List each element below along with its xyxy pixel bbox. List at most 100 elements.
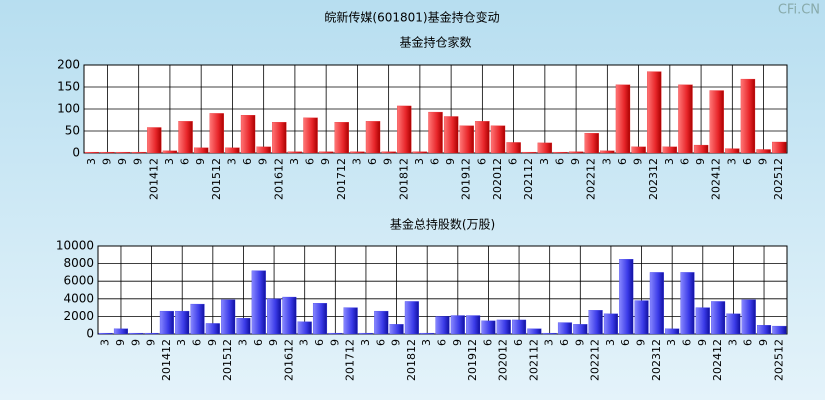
bar — [365, 121, 381, 154]
x-tick-label: 201412 — [160, 339, 173, 381]
x-tick-label: 202312 — [650, 339, 663, 381]
x-tick-label: 3 — [726, 339, 739, 346]
bar — [115, 151, 131, 154]
bar — [282, 296, 297, 335]
bar — [542, 332, 557, 335]
bar — [634, 300, 649, 335]
x-tick-label: 3 — [604, 339, 617, 346]
bar — [678, 84, 693, 154]
bar — [328, 332, 343, 335]
y-tick-label: 0 — [72, 146, 80, 160]
x-tick-label: 6 — [481, 339, 494, 346]
x-tick-label: 6 — [616, 158, 629, 165]
x-tick-label: 9 — [267, 339, 280, 346]
bar — [205, 323, 220, 335]
bar — [287, 151, 303, 154]
bar — [159, 310, 174, 335]
bar — [740, 78, 756, 154]
bar — [506, 142, 521, 154]
x-tick-label: 202412 — [710, 158, 723, 200]
subplot-title: 基金持仓家数 — [399, 35, 471, 50]
bar — [741, 299, 756, 335]
bar — [435, 316, 450, 335]
x-tick-label: 202212 — [589, 339, 602, 381]
bar — [584, 133, 599, 154]
x-tick-label: 3 — [298, 339, 311, 346]
bar — [318, 151, 334, 154]
bar — [665, 328, 680, 335]
bar — [459, 125, 474, 154]
x-tick-label: 9 — [757, 158, 770, 165]
x-tick-label: 201912 — [466, 339, 479, 381]
bar — [221, 299, 236, 335]
x-tick-label: 201912 — [460, 158, 473, 200]
bar — [475, 121, 490, 154]
bar — [512, 319, 527, 335]
x-tick-label: 202012 — [497, 339, 510, 381]
x-tick-label: 6 — [252, 339, 265, 346]
x-tick-label: 3 — [99, 339, 112, 346]
bar — [236, 318, 251, 335]
x-tick-label: 6 — [678, 158, 691, 165]
x-tick-label: 6 — [507, 158, 520, 165]
x-tick-label: 6 — [741, 158, 754, 165]
bar — [522, 151, 537, 154]
bar — [615, 84, 631, 154]
x-tick-label: 202212 — [585, 158, 598, 200]
x-tick-label: 9 — [145, 339, 158, 346]
x-tick-label: 9 — [100, 158, 113, 165]
bar — [588, 310, 603, 335]
x-tick-label: 6 — [304, 158, 317, 165]
watermark: CFi.CN — [778, 3, 820, 18]
bar — [297, 321, 312, 335]
bar — [98, 332, 113, 335]
x-tick-label: 9 — [390, 339, 403, 346]
x-tick-label: 6 — [179, 158, 192, 165]
bar — [162, 150, 178, 154]
bar — [312, 303, 328, 335]
y-tick-label: 10000 — [56, 239, 94, 253]
bar — [450, 315, 465, 335]
x-tick-label: 202512 — [772, 158, 785, 200]
bar — [631, 146, 646, 154]
x-tick-label: 6 — [742, 339, 755, 346]
bar — [251, 270, 266, 335]
bar — [756, 325, 772, 335]
x-tick-label: 6 — [436, 339, 449, 346]
x-tick-label: 9 — [319, 158, 332, 165]
x-tick-label: 3 — [350, 158, 363, 165]
bar — [649, 272, 664, 335]
x-tick-label: 3 — [538, 158, 551, 165]
bar — [772, 325, 787, 335]
x-tick-label: 6 — [553, 158, 566, 165]
bar — [711, 301, 726, 335]
x-tick-label: 3 — [543, 339, 556, 346]
x-tick-label: 9 — [206, 339, 219, 346]
bar — [404, 301, 419, 335]
bar — [772, 141, 787, 154]
x-tick-label: 201612 — [272, 158, 285, 200]
x-tick-label: 6 — [558, 339, 571, 346]
subplot-title: 基金总持股数(万股) — [390, 217, 495, 232]
y-tick-label: 150 — [57, 80, 80, 94]
bar — [695, 307, 710, 335]
y-tick-label: 2000 — [63, 309, 94, 323]
y-tick-label: 0 — [86, 327, 94, 341]
bar — [726, 313, 741, 335]
bar — [272, 122, 287, 154]
x-tick-label: 201812 — [405, 339, 418, 381]
bar — [603, 313, 618, 335]
bar — [420, 332, 435, 335]
bar — [389, 324, 404, 335]
bar — [190, 303, 205, 335]
x-tick-label: 202112 — [522, 158, 535, 200]
x-tick-label: 201412 — [147, 158, 160, 200]
x-tick-label: 3 — [663, 158, 676, 165]
x-tick-label: 3 — [413, 158, 426, 165]
x-tick-label: 9 — [129, 339, 142, 346]
x-tick-label: 9 — [696, 339, 709, 346]
bar — [573, 324, 588, 335]
bar — [374, 310, 389, 335]
y-tick-label: 50 — [65, 124, 80, 138]
bar — [662, 146, 678, 154]
